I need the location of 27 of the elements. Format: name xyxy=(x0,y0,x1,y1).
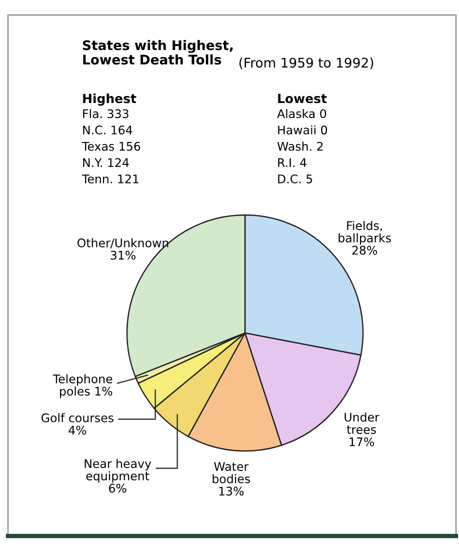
slice-label: Other/Unknown xyxy=(78,238,168,248)
data-label: 28% xyxy=(352,246,378,255)
text: N.Y. 124 xyxy=(83,158,129,167)
slice-label: Golf courses xyxy=(42,413,114,422)
data-label: 31% xyxy=(110,250,136,260)
data-label: 6% xyxy=(109,484,126,493)
data-label: 17% xyxy=(350,437,374,446)
text: (From 1959 to 1992) xyxy=(239,57,374,70)
text: Lowest xyxy=(278,94,327,104)
slice-label: Telephone poles 1% xyxy=(52,374,112,398)
text: Highest xyxy=(83,94,136,106)
data-label: 13% xyxy=(219,486,244,496)
text: Hawaii 0 xyxy=(278,125,328,134)
text: Tenn. 121 xyxy=(82,174,138,184)
text: Fla. 333 xyxy=(83,109,128,118)
text: R.I. 4 xyxy=(278,158,306,167)
text: Wash. 2 xyxy=(277,142,323,151)
slice-label: Fields, ballparks xyxy=(338,220,391,245)
slice-label: Water bodies xyxy=(212,462,250,484)
slice-label: Near heavy equipment xyxy=(84,458,152,483)
text: Texas 156 xyxy=(82,142,140,151)
data-label: 4% xyxy=(68,426,86,435)
text: Alaska 0 xyxy=(277,109,326,118)
text: N.C. 164 xyxy=(83,126,132,134)
slice-label: Under trees xyxy=(344,412,380,434)
text: States with Highest, Lowest Death Tolls xyxy=(82,40,233,65)
text: D.C. 5 xyxy=(278,174,312,184)
